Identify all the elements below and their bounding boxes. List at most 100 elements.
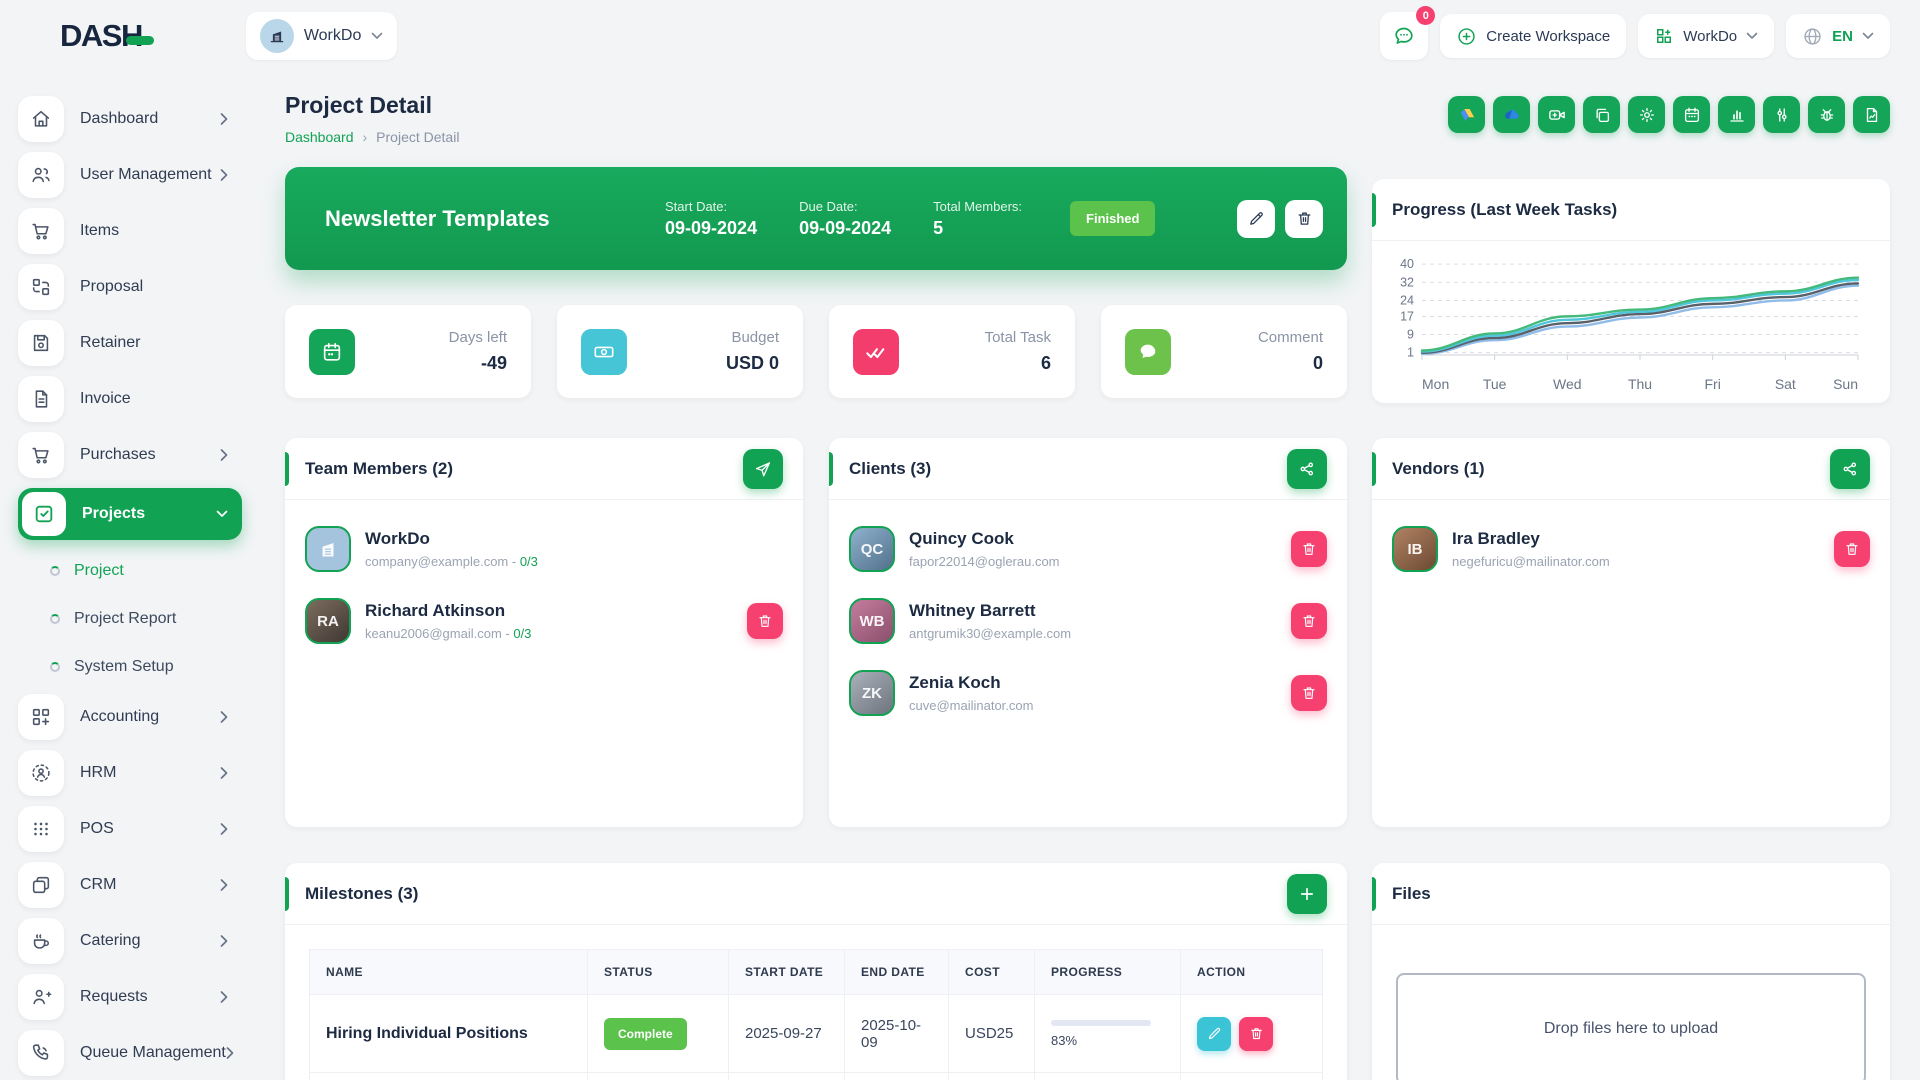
create-workspace-button[interactable]: Create Workspace bbox=[1440, 14, 1627, 58]
cart-icon bbox=[18, 208, 64, 254]
pencil-icon bbox=[1249, 212, 1263, 225]
calendar-days-icon bbox=[309, 328, 355, 375]
sidebar-label: Projects bbox=[82, 505, 146, 522]
remove-vendor-button[interactable] bbox=[1834, 531, 1870, 567]
sidebar-item-purchases[interactable]: Purchases bbox=[18, 432, 242, 478]
start-date-label: Start Date: bbox=[665, 198, 728, 214]
milestone-end: 2025-10-09 bbox=[845, 995, 949, 1072]
sidebar-item-hrm[interactable]: HRM bbox=[18, 750, 242, 796]
edit-project-button[interactable] bbox=[1237, 199, 1275, 238]
files-panel: Files Drop files here to upload bbox=[1372, 863, 1890, 1080]
bullet-icon bbox=[50, 566, 60, 576]
bug-report-button[interactable] bbox=[1808, 96, 1845, 133]
svg-text:Thu: Thu bbox=[1628, 376, 1652, 392]
calendar-button[interactable] bbox=[1673, 96, 1710, 133]
file-chart-icon bbox=[1866, 107, 1877, 122]
remove-client-button[interactable] bbox=[1291, 603, 1327, 639]
chevron-right-icon bbox=[220, 711, 228, 723]
share-vendors-button[interactable] bbox=[1830, 448, 1870, 489]
file-dropzone[interactable]: Drop files here to upload bbox=[1396, 973, 1866, 1080]
chevron-down-icon bbox=[216, 510, 228, 518]
remove-client-button[interactable] bbox=[1291, 531, 1327, 567]
google-drive-button[interactable] bbox=[1448, 96, 1485, 133]
widgets-button[interactable] bbox=[1763, 96, 1800, 133]
sidebar-item-dashboard[interactable]: Dashboard bbox=[18, 96, 242, 142]
sidebar-item-pos[interactable]: POS bbox=[18, 806, 242, 852]
sidebar-label: Retainer bbox=[80, 334, 141, 351]
remove-client-button[interactable] bbox=[1291, 675, 1327, 711]
remove-member-button[interactable] bbox=[747, 603, 783, 639]
sidebar-item-catering[interactable]: Catering bbox=[18, 918, 242, 964]
sidebar-subitem-system-setup[interactable]: System Setup bbox=[18, 646, 262, 688]
meta-separator: - bbox=[508, 554, 520, 569]
add-milestone-button[interactable] bbox=[1287, 873, 1327, 914]
project-name: Newsletter Templates bbox=[325, 205, 550, 231]
stat-value: -49 bbox=[480, 353, 507, 373]
last-week-tasks-chart: 40 32 24 17 9 1 Mon Tue Wed Thu Fri Sat Sun bbox=[1372, 241, 1890, 401]
chevron-right-icon bbox=[220, 991, 228, 1003]
svg-text:9: 9 bbox=[1407, 328, 1414, 342]
invoice-summary-button[interactable] bbox=[1853, 96, 1890, 133]
users-icon bbox=[18, 152, 64, 198]
sidebar-item-invoice[interactable]: Invoice bbox=[18, 376, 242, 422]
chevron-down-icon bbox=[1746, 32, 1758, 39]
onedrive-button[interactable] bbox=[1493, 96, 1530, 133]
sidebar-item-proposal[interactable]: Proposal bbox=[18, 264, 242, 310]
svg-text:Sun: Sun bbox=[1833, 376, 1858, 392]
col-header: COST bbox=[949, 950, 1035, 994]
settings-button[interactable] bbox=[1628, 96, 1665, 133]
trash-icon bbox=[1250, 1028, 1262, 1040]
language-selector[interactable]: EN bbox=[1786, 14, 1890, 58]
workspace-selector[interactable]: WorkDo bbox=[245, 12, 398, 60]
top-header: DASH WorkDo 0 Create Workspace WorkDo EN bbox=[0, 0, 1920, 72]
svg-text:17: 17 bbox=[1400, 309, 1414, 323]
sidebar-item-user-management[interactable]: User Management bbox=[18, 152, 242, 198]
sidebar-item-queue-management[interactable]: Queue Management bbox=[18, 1030, 242, 1076]
svg-text:Wed: Wed bbox=[1553, 376, 1582, 392]
workspace-switcher[interactable]: WorkDo bbox=[1638, 14, 1775, 58]
sidebar-item-projects[interactable]: Projects bbox=[18, 488, 242, 540]
sidebar-label: Invoice bbox=[80, 390, 131, 407]
team-members-panel: Team Members (2) WorkDo company@example.… bbox=[285, 438, 803, 827]
meta-separator: - bbox=[501, 626, 514, 641]
sliders-icon bbox=[1776, 107, 1787, 122]
messages-button[interactable]: 0 bbox=[1380, 6, 1436, 60]
report-chart-button[interactable] bbox=[1718, 96, 1755, 133]
member-email: company@example.com bbox=[365, 554, 509, 569]
sidebar-subitem-project-report[interactable]: Project Report bbox=[18, 598, 262, 640]
invite-member-button[interactable] bbox=[743, 448, 783, 489]
milestone-start: 2025-10-10 bbox=[729, 1073, 845, 1080]
delete-project-button[interactable] bbox=[1285, 199, 1323, 238]
total-members-group: Total Members: 5 bbox=[933, 199, 1022, 239]
client-avatar: WB bbox=[849, 598, 895, 644]
sidebar-label: Requests bbox=[80, 988, 148, 1005]
sidebar-subitem-project[interactable]: Project bbox=[18, 550, 262, 592]
sidebar-item-retainer[interactable]: Retainer bbox=[18, 320, 242, 366]
vendor-row: IB Ira Bradley negefuricu@mailinator.com bbox=[1392, 526, 1870, 572]
breadcrumb-dashboard-link[interactable]: Dashboard bbox=[285, 129, 354, 145]
sidebar-item-crm[interactable]: CRM bbox=[18, 862, 242, 908]
sidebar-item-requests[interactable]: Requests bbox=[18, 974, 242, 1020]
share-clients-button[interactable] bbox=[1287, 448, 1327, 489]
cart-icon bbox=[18, 432, 64, 478]
duplicate-button[interactable] bbox=[1583, 96, 1620, 133]
share-icon bbox=[1300, 462, 1314, 475]
sidebar-item-accounting[interactable]: Accounting bbox=[18, 694, 242, 740]
delete-milestone-button[interactable] bbox=[1239, 1016, 1273, 1051]
chevron-down-icon bbox=[372, 32, 383, 39]
edit-milestone-button[interactable] bbox=[1197, 1016, 1231, 1051]
chevron-down-icon bbox=[1862, 32, 1874, 39]
stat-label: Budget bbox=[731, 329, 779, 346]
chat-icon bbox=[1395, 27, 1413, 44]
header-actions: 0 Create Workspace WorkDo EN bbox=[1380, 6, 1890, 60]
milestone-cost: USD24 bbox=[949, 1073, 1035, 1080]
gear-icon bbox=[1639, 107, 1654, 122]
plus-icon bbox=[1300, 887, 1314, 900]
team-member-row: RA Richard Atkinson keanu2006@gmail.com … bbox=[305, 598, 783, 644]
panel-accent bbox=[1372, 877, 1376, 911]
create-workspace-label: Create Workspace bbox=[1486, 27, 1611, 45]
home-icon bbox=[18, 96, 64, 142]
meeting-button[interactable] bbox=[1538, 96, 1575, 133]
sidebar-item-items[interactable]: Items bbox=[18, 208, 242, 254]
workdo-avatar bbox=[305, 526, 351, 572]
